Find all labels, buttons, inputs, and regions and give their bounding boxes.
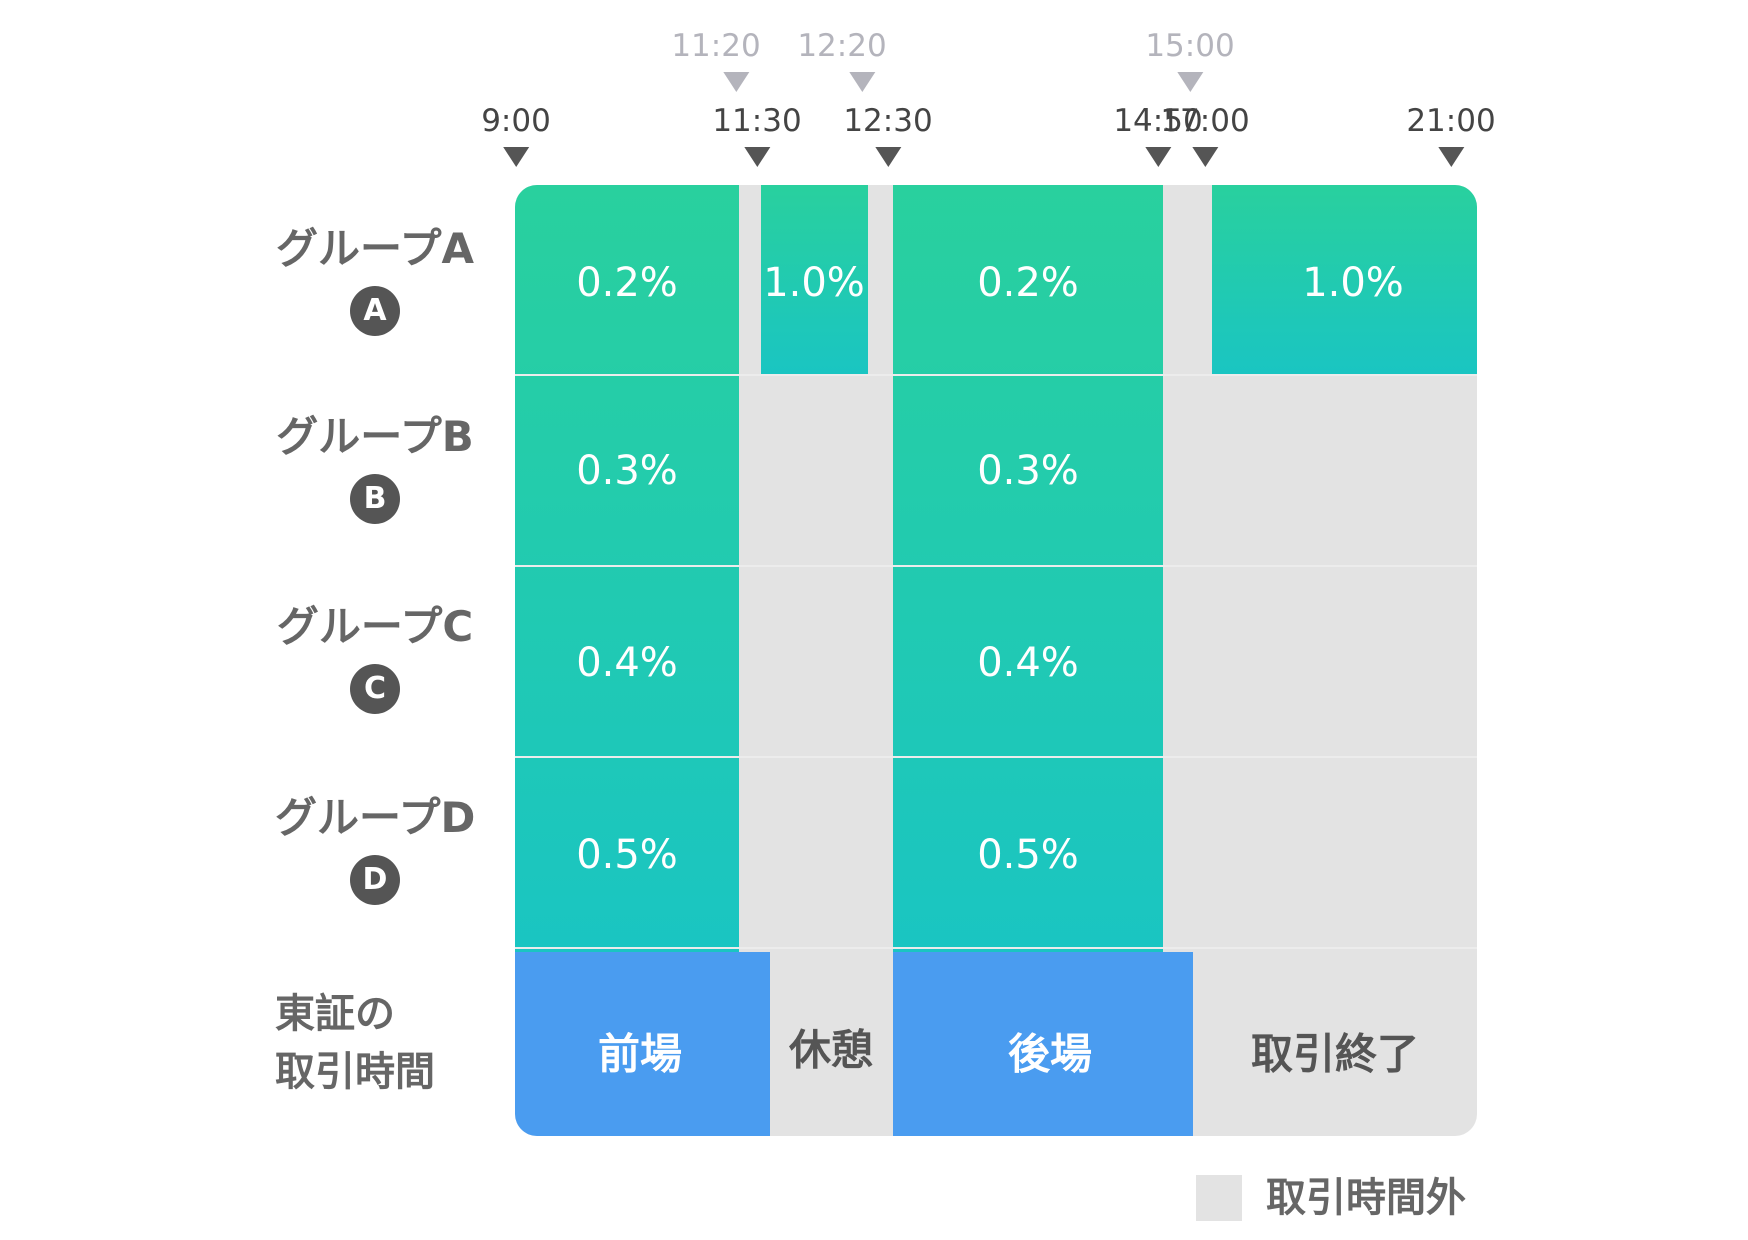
row-divider bbox=[515, 947, 1477, 949]
group-name: グループC bbox=[276, 602, 474, 651]
time-marker-14-50: 14:50 bbox=[1113, 103, 1203, 167]
group-a-break-window-rate: 1.0% bbox=[763, 260, 865, 306]
row-divider bbox=[515, 565, 1477, 567]
group-name: グループD bbox=[275, 793, 476, 842]
group-a-evening-rate: 1.0% bbox=[1302, 260, 1404, 306]
down-triangle-icon bbox=[849, 72, 875, 92]
down-triangle-icon bbox=[503, 147, 529, 167]
trading-hours-chart: 0.2% 1.0% 0.2% 1.0% 0.3% 0.3% 0.4% 0.4% … bbox=[515, 185, 1477, 1136]
down-triangle-icon bbox=[723, 72, 749, 92]
group-c-afternoon-rate: 0.4% bbox=[977, 640, 1079, 686]
time-label: 9:00 bbox=[481, 103, 551, 139]
group-b-label: グループB B bbox=[275, 412, 475, 524]
time-marker-11-20: 11:20 bbox=[671, 28, 761, 92]
time-marker-21-00: 21:00 bbox=[1406, 103, 1496, 167]
group-d-morning-rate: 0.5% bbox=[576, 832, 678, 878]
group-a-morning-rate: 0.2% bbox=[576, 260, 678, 306]
down-triangle-icon bbox=[1145, 147, 1171, 167]
time-marker-12-20: 12:20 bbox=[797, 28, 887, 92]
time-label: 11:20 bbox=[671, 28, 761, 64]
row-divider bbox=[515, 374, 1477, 376]
group-d-label: グループD D bbox=[275, 793, 475, 905]
tse-afternoon-session-label: 後場 bbox=[1007, 1029, 1093, 1079]
off-hours-legend-swatch bbox=[1196, 1175, 1242, 1221]
time-label: 12:20 bbox=[797, 28, 887, 64]
group-a-afternoon-rate: 0.2% bbox=[977, 260, 1079, 306]
group-d-afternoon-rate: 0.5% bbox=[977, 832, 1079, 878]
group-d-badge: D bbox=[350, 855, 400, 905]
group-b-morning-rate: 0.3% bbox=[576, 448, 678, 494]
tse-trading-hours-label: 東証の 取引時間 bbox=[275, 985, 435, 1101]
group-a-label: グループA A bbox=[275, 224, 475, 336]
tse-afternoon-session-block bbox=[893, 952, 1193, 1136]
tse-label-line1: 東証の bbox=[275, 991, 395, 1037]
tse-break-label: 休憩 bbox=[788, 1025, 874, 1075]
time-marker-17-00: 17:00 bbox=[1160, 103, 1250, 167]
row-divider bbox=[515, 756, 1477, 758]
group-c-morning-rate: 0.4% bbox=[576, 640, 678, 686]
time-marker-12-30: 12:30 bbox=[843, 103, 933, 167]
off-hours-legend-label: 取引時間外 bbox=[1266, 1175, 1466, 1221]
group-a-evening-block bbox=[1212, 185, 1477, 375]
tse-morning-session-block bbox=[515, 952, 770, 1136]
time-label: 17:00 bbox=[1160, 103, 1250, 139]
group-b-badge: B bbox=[350, 474, 400, 524]
tse-morning-session-label: 前場 bbox=[597, 1029, 683, 1079]
down-triangle-icon bbox=[744, 147, 770, 167]
down-triangle-icon bbox=[1438, 147, 1464, 167]
time-marker-11-30: 11:30 bbox=[712, 103, 802, 167]
time-marker-15-00: 15:00 bbox=[1145, 28, 1235, 92]
time-label: 12:30 bbox=[843, 103, 933, 139]
group-b-afternoon-rate: 0.3% bbox=[977, 448, 1079, 494]
time-label: 21:00 bbox=[1406, 103, 1496, 139]
time-marker-9-00: 9:00 bbox=[481, 103, 551, 167]
tse-closed-label: 取引終了 bbox=[1250, 1029, 1420, 1079]
time-label: 15:00 bbox=[1145, 28, 1235, 64]
down-triangle-icon bbox=[1192, 147, 1218, 167]
group-a-badge: A bbox=[350, 286, 400, 336]
time-label: 11:30 bbox=[712, 103, 802, 139]
afternoon-trading-block bbox=[893, 185, 1163, 952]
group-c-label: グループC C bbox=[275, 602, 475, 714]
morning-trading-block bbox=[515, 185, 739, 952]
down-triangle-icon bbox=[875, 147, 901, 167]
down-triangle-icon bbox=[1177, 72, 1203, 92]
tse-label-line2: 取引時間 bbox=[275, 1049, 435, 1095]
group-c-badge: C bbox=[350, 664, 400, 714]
group-name: グループA bbox=[276, 224, 474, 273]
group-a-break-window-block bbox=[761, 185, 868, 375]
group-name: グループB bbox=[276, 412, 474, 461]
time-label: 14:50 bbox=[1113, 103, 1203, 139]
